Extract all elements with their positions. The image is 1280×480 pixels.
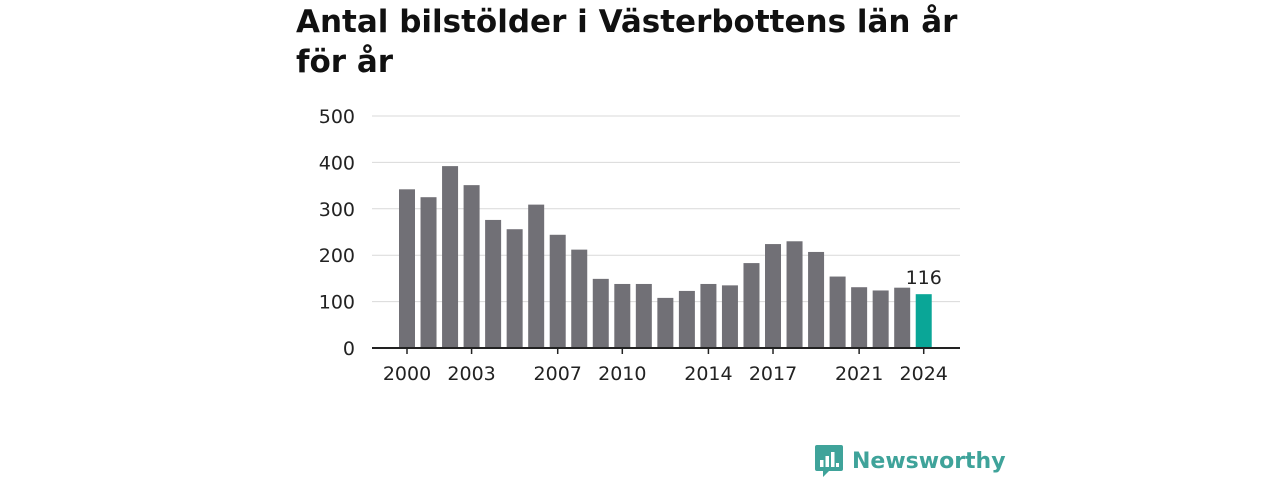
bar — [528, 204, 545, 348]
y-tick-label: 300 — [319, 199, 355, 221]
bar — [657, 297, 674, 348]
bar — [635, 283, 652, 348]
bar — [442, 166, 459, 348]
x-tick-label: 2017 — [749, 363, 797, 385]
newsworthy-logo: Newsworthy — [814, 444, 1006, 478]
brand-name: Newsworthy — [852, 448, 1006, 474]
x-tick-label: 2003 — [447, 363, 495, 385]
bar — [571, 249, 588, 348]
y-axis-tick-labels: 0 100 200 300 400 500 — [319, 106, 355, 360]
bar — [721, 285, 738, 348]
grid-lines — [372, 115, 960, 303]
chart-title: Antal bilstölder i Västerbottens län år … — [296, 4, 958, 80]
bar — [506, 229, 523, 348]
data-label: 116 — [906, 267, 942, 289]
y-tick-label: 100 — [319, 292, 355, 314]
bar — [678, 290, 695, 348]
data-labels: 116 — [906, 267, 942, 289]
x-axis-ticks: 2000 2003 2007 2010 2014 2017 2021 2024 — [383, 348, 948, 385]
x-tick-label: 2014 — [684, 363, 732, 385]
bar — [786, 241, 803, 348]
bar — [743, 263, 760, 348]
bar — [915, 294, 932, 348]
bar — [420, 197, 437, 348]
y-tick-label: 400 — [319, 152, 355, 174]
bar-chart: 0 100 200 300 400 500 2000 2003 2007 2010 2014 201… — [319, 106, 960, 385]
y-tick-label: 500 — [319, 106, 355, 128]
bar — [872, 290, 889, 348]
x-tick-label: 2010 — [598, 363, 646, 385]
bar — [851, 287, 868, 348]
x-tick-label: 2024 — [900, 363, 948, 385]
bar — [894, 287, 911, 348]
bar — [808, 251, 825, 348]
x-tick-label: 2000 — [383, 363, 431, 385]
x-tick-label: 2007 — [534, 363, 582, 385]
bar — [592, 278, 609, 348]
y-tick-label: 0 — [343, 338, 355, 360]
bar — [549, 234, 566, 348]
bars — [399, 166, 932, 348]
bar — [614, 283, 631, 348]
x-tick-label: 2021 — [835, 363, 883, 385]
y-tick-label: 200 — [319, 245, 355, 267]
bar — [485, 219, 502, 348]
bar-chart-speech-bubble-icon — [815, 445, 843, 477]
bar — [463, 185, 480, 348]
bar — [765, 244, 782, 348]
bar — [399, 189, 415, 348]
bar — [829, 276, 846, 348]
bar — [700, 283, 717, 348]
